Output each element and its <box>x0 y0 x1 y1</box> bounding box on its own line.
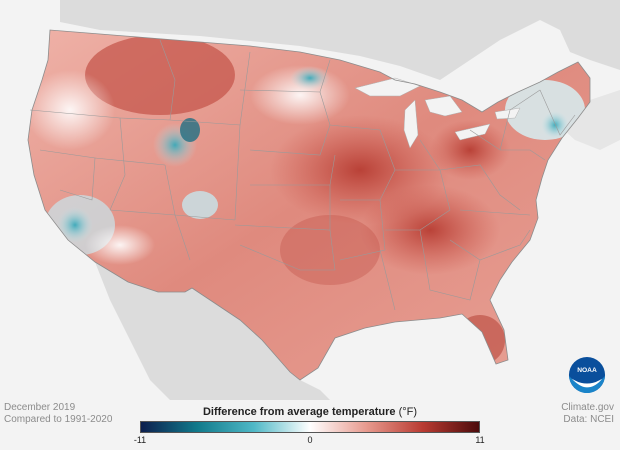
source-label: Climate.gov <box>561 402 614 413</box>
legend-min-tick: -11 <box>133 435 147 445</box>
legend-unit: (°F) <box>398 406 418 418</box>
period-label: December 2019 <box>4 402 76 413</box>
color-legend: Difference from average temperature (°F)… <box>134 405 485 447</box>
legend-title: Difference from average temperature <box>202 406 396 418</box>
legend-color-bar <box>140 421 480 433</box>
baseline-label: Compared to 1991-2020 <box>4 414 113 425</box>
map-caption: December 2019 Compared to 1991-2020 <box>4 402 112 426</box>
credits: Climate.gov Data: NCEI <box>561 402 614 426</box>
legend-title-row: Difference from average temperature (°F) <box>140 405 480 419</box>
noaa-logo-text: NOAA <box>577 367 597 374</box>
legend-mid-tick: 0 <box>307 435 313 445</box>
us-outline <box>27 29 591 381</box>
state-borders <box>29 39 576 311</box>
us-land <box>28 30 590 380</box>
great-lakes <box>354 77 521 149</box>
noaa-logo-icon: NOAA <box>568 356 606 394</box>
temperature-anomaly-map <box>27 0 620 400</box>
legend-ticks: -11 0 11 <box>134 433 485 447</box>
legend-max-tick: 11 <box>475 435 485 445</box>
data-source-label: Data: NCEI <box>563 414 614 425</box>
